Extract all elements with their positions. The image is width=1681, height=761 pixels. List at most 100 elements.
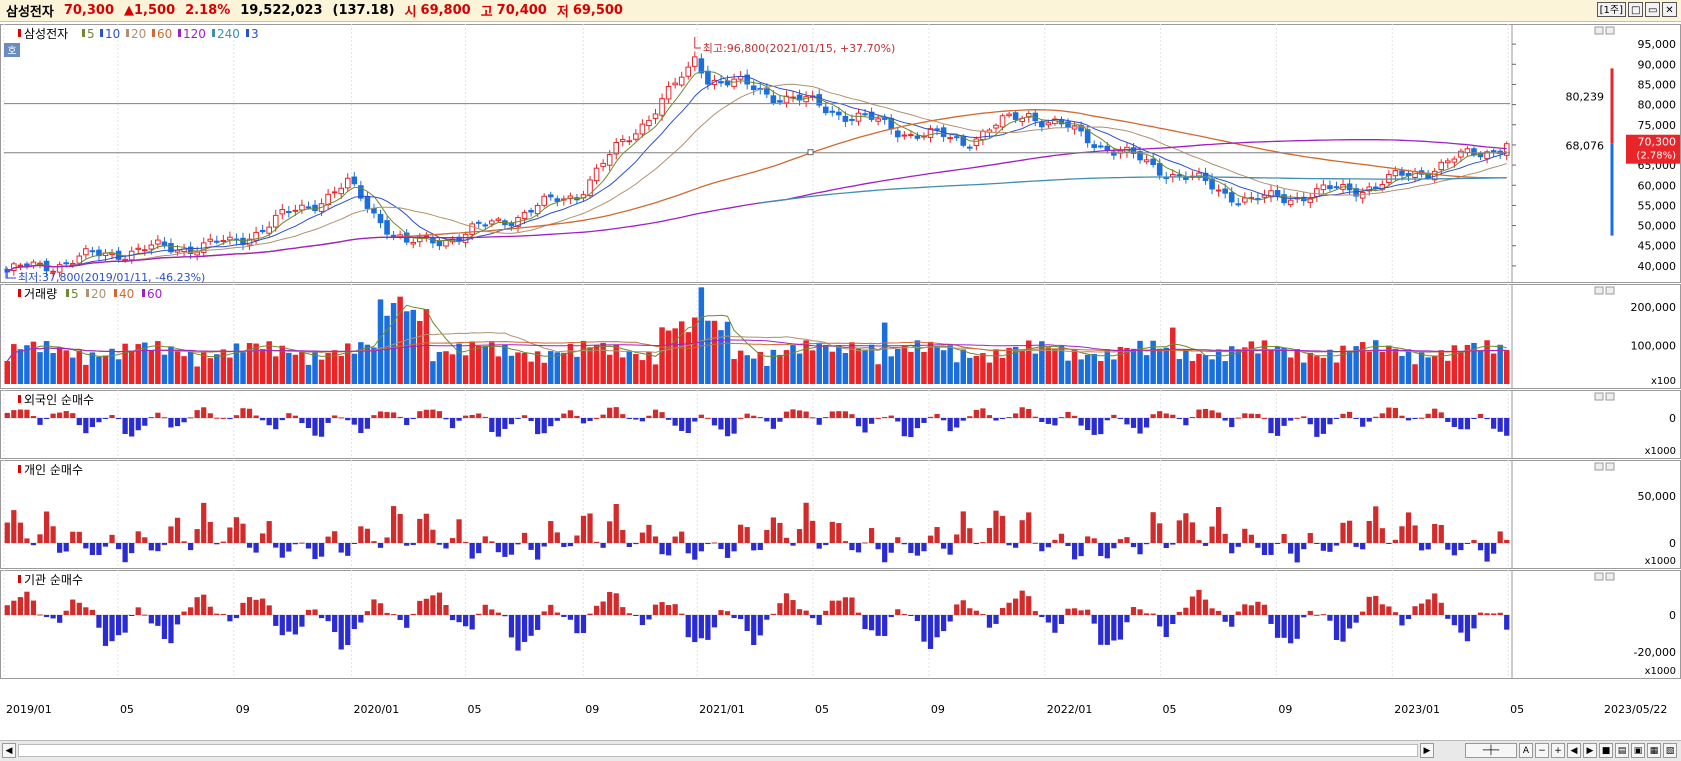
zoom-slider-icon[interactable]: ─┼─: [1465, 743, 1517, 758]
flow-bar: [685, 615, 691, 638]
flow-bar: [377, 543, 384, 548]
flow-bar: [659, 543, 665, 555]
flow-bar: [1412, 525, 1418, 543]
flow-bar: [940, 543, 947, 549]
restore-button[interactable]: □: [1628, 2, 1643, 17]
flow-bar: [731, 543, 737, 552]
flow-bar: [1242, 413, 1248, 418]
min-annotation-arrow: [5, 266, 16, 279]
min-annotation: 최저:37,800(2019/01/11, -46.23%): [18, 271, 205, 284]
close-button[interactable]: ✕: [1662, 2, 1677, 17]
volume-bar: [227, 357, 233, 384]
ma-legend-item: 3: [251, 27, 259, 41]
flow-bar: [790, 600, 796, 615]
flow-bar: [417, 518, 423, 543]
volume-bar: [272, 356, 279, 384]
flow-bar: [1294, 615, 1300, 639]
flow-bar: [1078, 543, 1084, 557]
flow-bar: [181, 611, 187, 615]
volume-bars: [4, 287, 1510, 384]
volume-bar: [665, 330, 672, 384]
flow-bar: [1425, 413, 1431, 418]
candle-body: [390, 234, 397, 237]
flow-bar: [561, 413, 567, 418]
stock-name[interactable]: 삼성전자: [6, 5, 54, 20]
flow-bar: [135, 418, 141, 431]
candle-body: [1359, 191, 1366, 199]
candle-body: [554, 198, 561, 202]
volume-bar: [1300, 362, 1307, 384]
flow-bar: [554, 532, 560, 543]
current-change-tag-label: (2.78%): [1636, 151, 1676, 162]
legend-marker: [66, 289, 69, 297]
ma-legend-item: 120: [183, 27, 206, 41]
settings-icon[interactable]: ▧: [1663, 743, 1677, 758]
flow-bar: [1071, 415, 1078, 418]
candle-body: [1222, 188, 1228, 194]
flow-bar: [155, 543, 161, 552]
candle-body: [1438, 161, 1445, 171]
flow-bar: [1242, 528, 1248, 543]
flow-bar: [410, 418, 416, 419]
flow-bar: [986, 615, 993, 628]
flow-bar: [332, 531, 338, 543]
layout-icon[interactable]: ▦: [1647, 743, 1661, 758]
next-icon[interactable]: ▶: [1583, 743, 1597, 758]
flow-bar: [986, 415, 993, 418]
flow-bar: [927, 416, 934, 418]
candle-body: [1006, 113, 1012, 117]
flow-bar: [390, 412, 397, 418]
legend-marker: [100, 29, 103, 37]
save-icon[interactable]: ▣: [1631, 743, 1645, 758]
flow-bar: [371, 541, 377, 543]
period-button[interactable]: [1주]: [1596, 2, 1626, 17]
flow-bar: [96, 418, 102, 423]
volume-bar: [351, 353, 358, 384]
scroll-track[interactable]: [18, 744, 1418, 757]
scroll-left-button[interactable]: ◀: [2, 743, 16, 758]
candle-body: [344, 177, 351, 189]
volume-bar: [312, 351, 318, 384]
flow-bar: [764, 615, 770, 620]
flow-bar: [50, 526, 56, 543]
volume-bar: [63, 350, 69, 384]
zoom-out-icon[interactable]: −: [1535, 743, 1549, 758]
volume-bar: [777, 354, 783, 384]
candle-body: [69, 262, 76, 266]
candle-body: [894, 130, 901, 138]
flow-bar: [652, 409, 659, 418]
stock-chart[interactable]: 2019/01 05 09 2020/01 05 09 2021/01 05 09 2022/01…: [0, 22, 1681, 740]
candle-body: [358, 185, 364, 199]
flow-bar: [901, 614, 907, 616]
x-axis-label: 2021/01: [699, 703, 745, 716]
text-tool-icon[interactable]: A: [1519, 743, 1533, 758]
volume-bar: [1163, 347, 1169, 384]
flow-bar: [1006, 417, 1012, 419]
flow-bar: [1039, 615, 1045, 618]
flow-bar: [1052, 418, 1058, 426]
flow-bar: [1183, 513, 1189, 543]
flow-bar: [1137, 609, 1143, 615]
prev-icon[interactable]: ◀: [1567, 743, 1581, 758]
print-icon[interactable]: ▤: [1615, 743, 1629, 758]
flow-bar: [973, 543, 979, 545]
volume-legend-item: 40: [119, 287, 134, 301]
max-annotation-arrow: [694, 36, 701, 49]
zoom-in-icon[interactable]: +: [1551, 743, 1565, 758]
flow-bar: [390, 614, 397, 616]
flow-bar: [142, 614, 148, 616]
candle-body: [1464, 148, 1471, 154]
flow-bar: [1052, 539, 1058, 543]
volume-bar: [731, 359, 737, 384]
maximize-button[interactable]: ▭: [1645, 2, 1660, 17]
flow-bar: [1491, 613, 1497, 615]
volume-bar: [1405, 349, 1412, 384]
stop-icon[interactable]: ■: [1599, 743, 1613, 758]
chart-scrollbar[interactable]: ◀ ▶ ─┼─ A − + ◀ ▶ ■ ▤ ▣ ▦ ▧: [0, 740, 1681, 761]
flow-bar: [508, 615, 515, 638]
flow-bar: [508, 418, 515, 425]
scroll-right-button[interactable]: ▶: [1420, 743, 1434, 758]
flow-bar: [836, 411, 842, 418]
volume-bar: [83, 364, 89, 384]
drag-handle[interactable]: [807, 149, 814, 156]
